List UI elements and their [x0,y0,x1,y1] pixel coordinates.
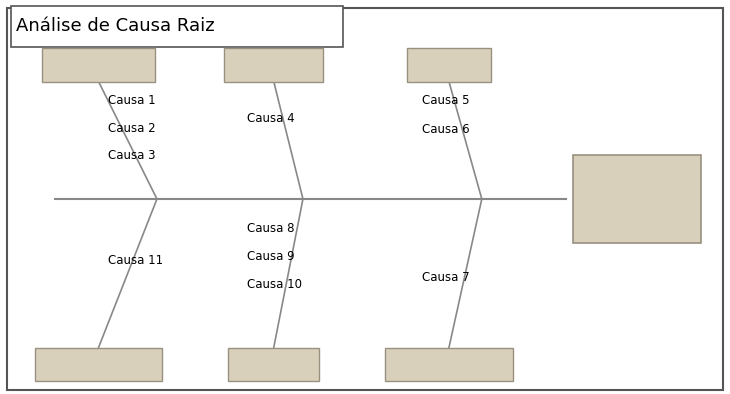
Text: Análise de Causa Raiz: Análise de Causa Raiz [16,17,215,35]
Text: Causa 7: Causa 7 [422,271,469,284]
Text: Material: Material [248,59,299,71]
Text: Método: Método [426,59,472,71]
FancyBboxPatch shape [407,48,491,82]
Text: Máquina: Máquina [247,358,301,371]
FancyBboxPatch shape [225,48,323,82]
Text: Causa 6: Causa 6 [422,123,469,136]
Text: Mão de Obra: Mão de Obra [58,59,139,71]
Text: Causa 10: Causa 10 [247,278,301,291]
Text: Meio de Medição: Meio de Medição [396,358,502,371]
Text: Causa 8: Causa 8 [247,222,294,235]
Text: Causa 4: Causa 4 [247,112,294,125]
Text: Causa 1: Causa 1 [108,94,155,107]
Text: Causa 9: Causa 9 [247,250,294,262]
Text: Problema a
ser analisado
e resolvido: Problema a ser analisado e resolvido [591,177,684,221]
FancyBboxPatch shape [42,48,155,82]
FancyBboxPatch shape [35,348,163,381]
FancyBboxPatch shape [574,154,701,243]
Text: Causa 2: Causa 2 [108,122,155,134]
Text: Causa 3: Causa 3 [108,149,155,162]
FancyBboxPatch shape [385,348,512,381]
Text: Causa 5: Causa 5 [422,94,469,107]
FancyBboxPatch shape [11,6,343,47]
Text: Meio Ambiente: Meio Ambiente [52,358,145,371]
Text: Causa 11: Causa 11 [108,254,164,266]
FancyBboxPatch shape [228,348,320,381]
